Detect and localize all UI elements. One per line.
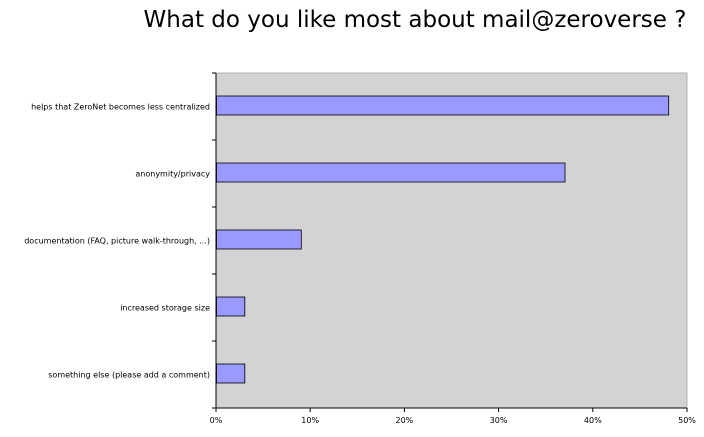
category-label: something else (please add a comment)	[48, 371, 210, 380]
x-tick-label: 50%	[678, 416, 696, 425]
chart-title: What do you like most about mail@zerover…	[143, 7, 687, 33]
bar-1	[216, 95, 670, 116]
category-label: documentation (FAQ, picture walk-through…	[24, 237, 210, 246]
x-tick-label: 0%	[210, 416, 223, 425]
category-label: increased storage size	[120, 304, 210, 313]
category-label: anonymity/privacy	[135, 170, 210, 179]
x-tick-label: 20%	[396, 416, 414, 425]
x-tick-label: 40%	[584, 416, 602, 425]
category-label: helps that ZeroNet becomes less centrali…	[31, 103, 210, 112]
bars-layer	[216, 95, 670, 384]
bar-2	[216, 162, 566, 183]
bar-4	[216, 296, 246, 317]
x-tick-label: 30%	[490, 416, 508, 425]
bar-3	[216, 229, 302, 250]
axes-layer: helps that ZeroNet becomes less centrali…	[24, 72, 696, 425]
bar-5	[216, 363, 246, 384]
x-tick-label: 10%	[301, 416, 319, 425]
